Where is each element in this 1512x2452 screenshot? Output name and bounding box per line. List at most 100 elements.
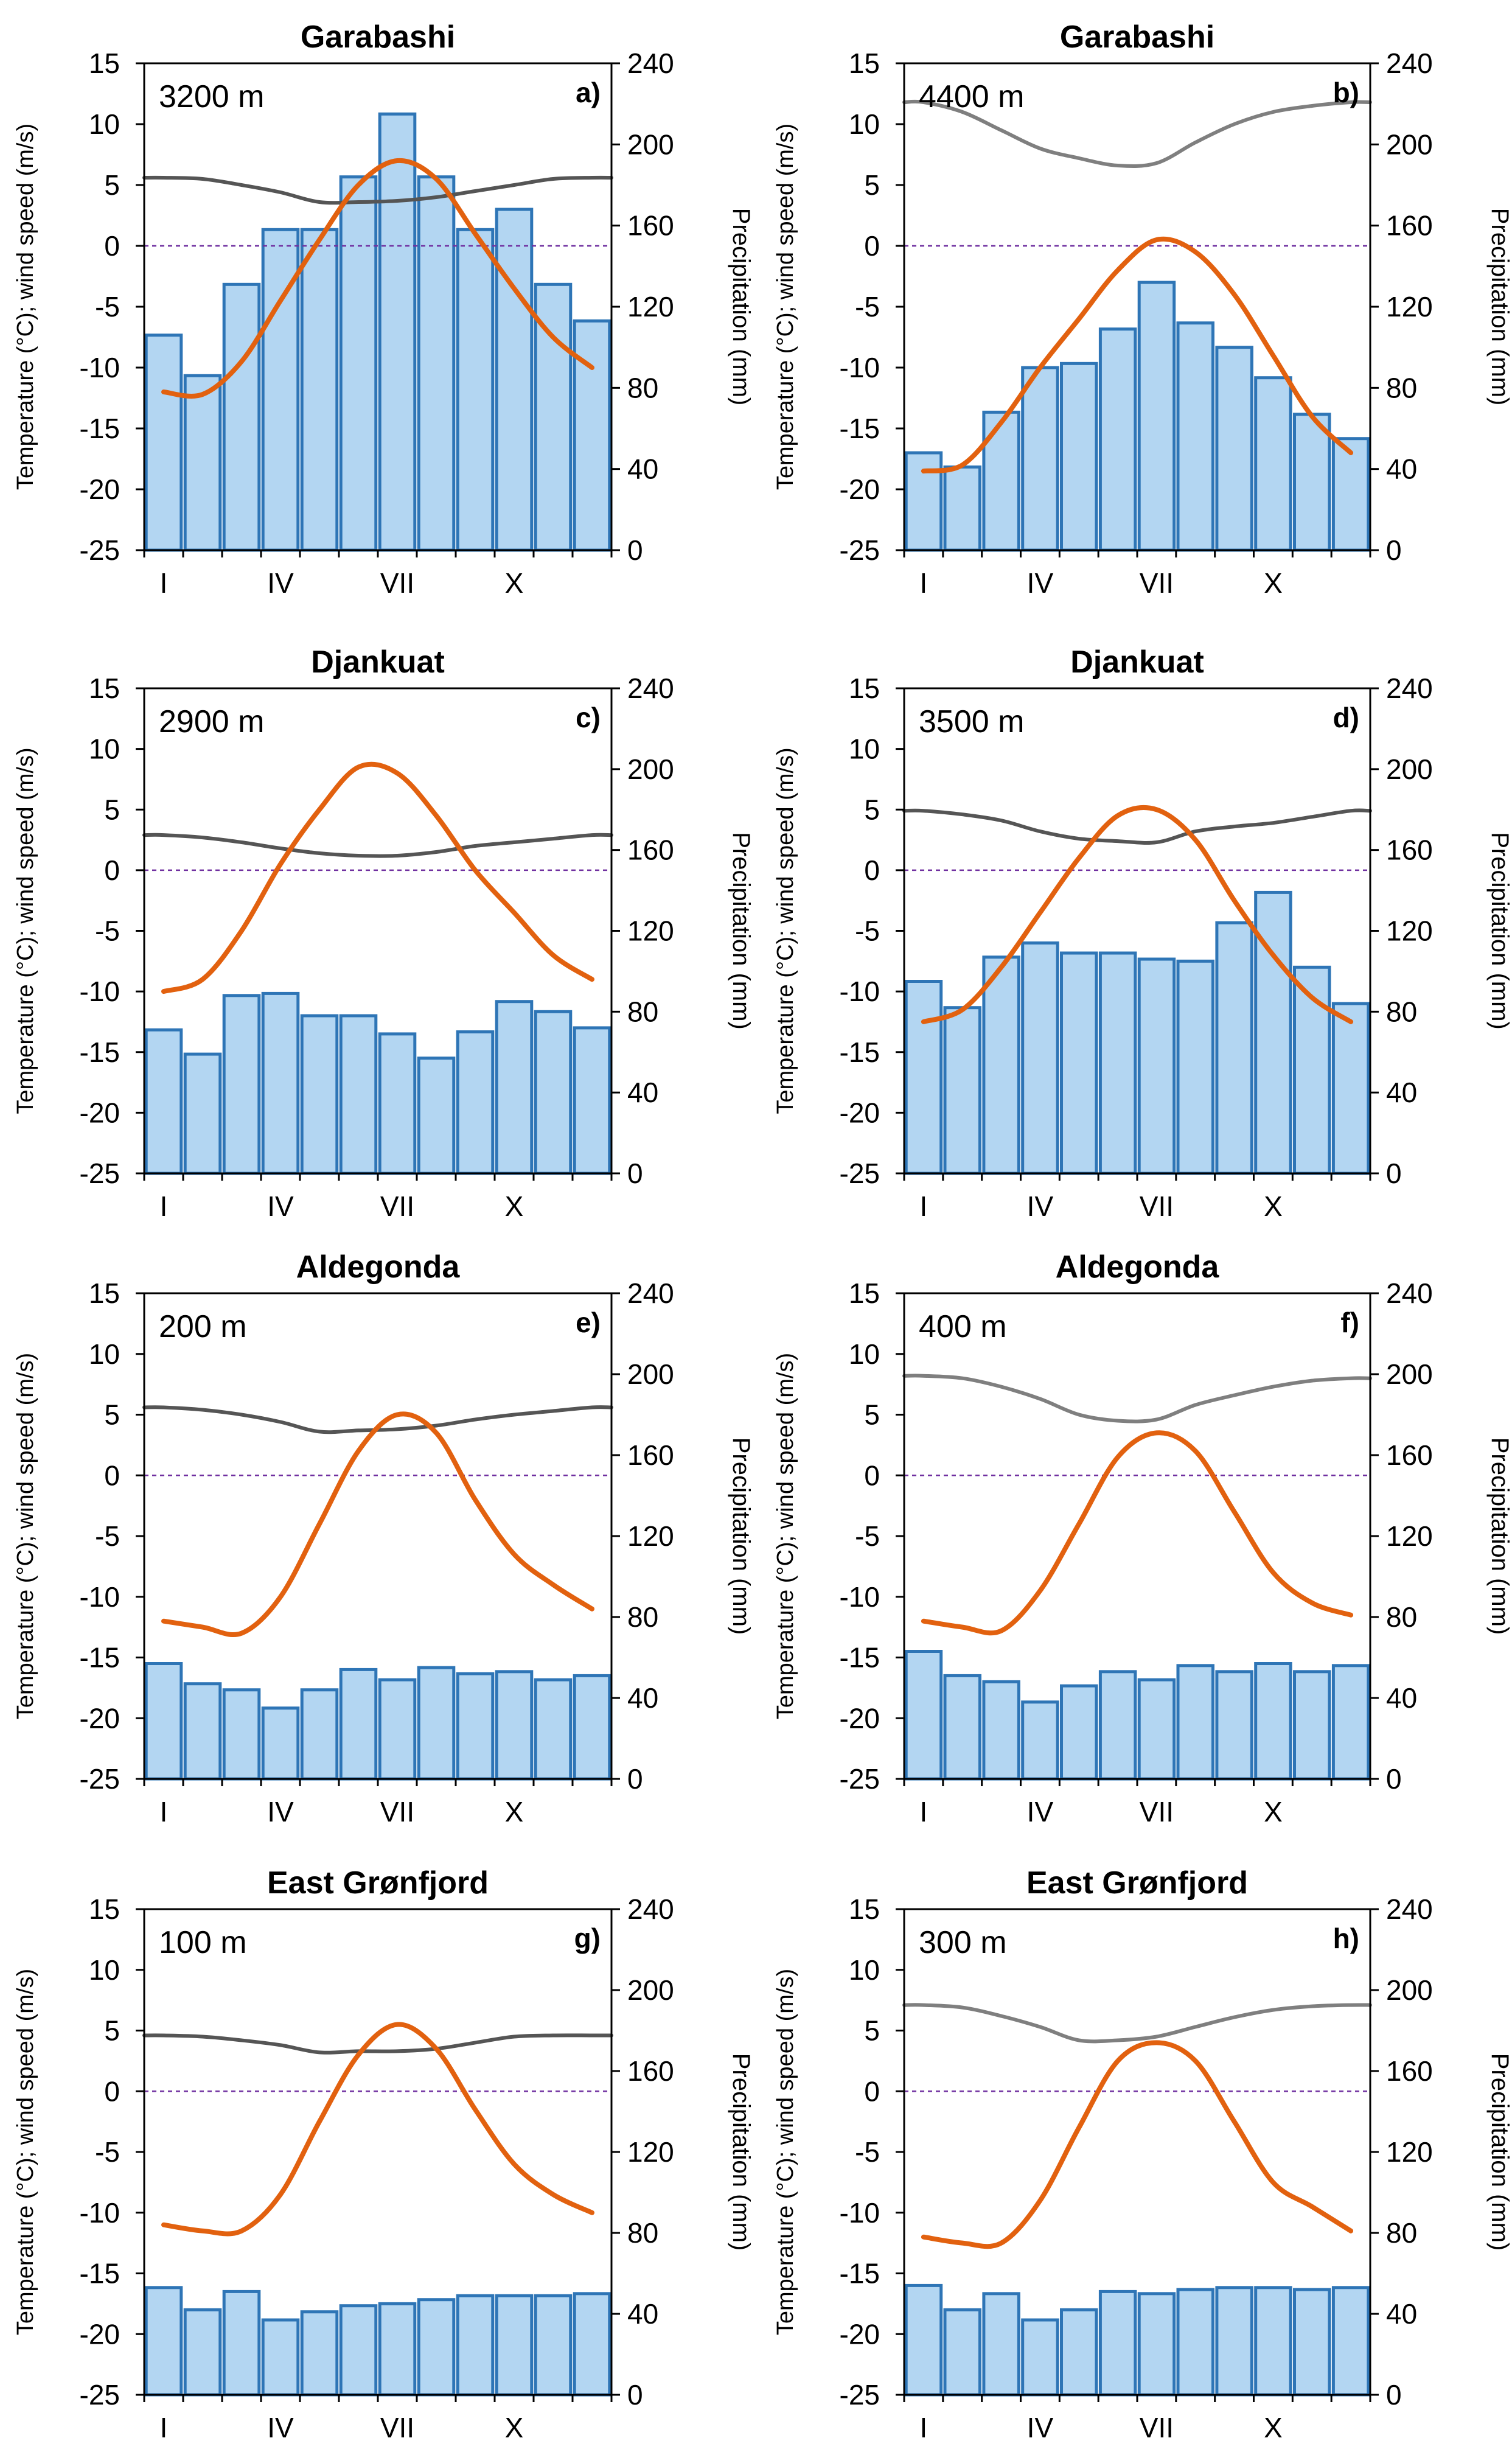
precip-bar	[222, 2290, 261, 2397]
precip-bar	[534, 1010, 573, 1175]
right-tick-label: 160	[1386, 2055, 1433, 2087]
right-tick-label: 120	[1386, 291, 1433, 323]
left-tick-label: -5	[855, 1520, 880, 1552]
left-tick-label: 15	[89, 1893, 120, 1925]
right-tick-label: 240	[1386, 672, 1433, 704]
left-tick-label: -10	[80, 976, 120, 1007]
right-tick-label: 40	[627, 453, 658, 485]
left-tick-label: -15	[840, 413, 880, 444]
precip-bar	[943, 465, 981, 552]
precip-bar	[144, 2286, 183, 2397]
right-tick-label: 80	[627, 996, 658, 1027]
left-tick-label: -10	[80, 2197, 120, 2229]
right-tick-label: 240	[1386, 47, 1433, 79]
right-tick-label: 80	[627, 372, 658, 403]
right-tick-label: 40	[627, 1077, 658, 1108]
precip-bar	[300, 228, 339, 552]
precip-bar	[1176, 2288, 1214, 2397]
precip-bar	[339, 1014, 378, 1175]
left-tick-label: -20	[840, 473, 880, 505]
right-tick-label: 160	[627, 834, 674, 866]
right-tick-label: 200	[627, 753, 674, 785]
elevation-label: 300 m	[919, 1925, 1007, 1960]
month-label: I	[160, 1796, 168, 1828]
right-axis-title: Precipitation (mm)	[728, 208, 754, 406]
precip-bar	[982, 1680, 1020, 1781]
precip-bar	[904, 1650, 943, 1781]
left-axis-title: Temperature (°C); wind speed (m/s)	[13, 1353, 38, 1719]
right-tick-label: 120	[627, 291, 674, 323]
precip-bar	[573, 1026, 611, 1175]
left-tick-label: -15	[80, 413, 120, 444]
left-axis-title: Temperature (°C); wind speed (m/s)	[13, 747, 38, 1114]
precip-bar	[982, 410, 1020, 552]
month-label: X	[1264, 567, 1283, 599]
precip-bar	[1098, 2290, 1137, 2397]
wind-speed-line	[902, 99, 1372, 168]
temperature-line	[921, 1430, 1354, 1636]
left-tick-label: -5	[855, 915, 880, 947]
right-tick-label: 160	[1386, 1439, 1433, 1471]
panel-letter: g)	[574, 1923, 601, 1954]
precip-bar	[183, 1682, 222, 1781]
left-tick-label: 5	[104, 1399, 120, 1431]
right-tick-label: 0	[1386, 1763, 1402, 1795]
month-label: IV	[267, 1190, 294, 1222]
panel-letter: h)	[1333, 1923, 1359, 1954]
chart-panel-c: 15 10 5 0 -5 -10 -15 -20 -25 240 200 160 120 80 40 0 I IV…	[13, 644, 754, 1222]
right-tick-label: 240	[627, 1277, 674, 1309]
month-label: VII	[380, 1190, 414, 1222]
precip-bar	[1098, 1670, 1137, 1781]
precip-bar	[456, 228, 495, 552]
right-tick-label: 240	[627, 672, 674, 704]
precip-bar	[1021, 941, 1059, 1175]
precip-bar	[378, 1032, 417, 1175]
left-tick-label: 10	[849, 1954, 880, 1986]
panel-letter: d)	[1333, 702, 1359, 733]
right-tick-label: 80	[1386, 1601, 1417, 1633]
left-tick-label: 5	[864, 169, 880, 201]
right-tick-label: 160	[1386, 834, 1433, 866]
precip-bar	[417, 2298, 456, 2397]
elevation-label: 400 m	[919, 1309, 1007, 1344]
left-tick-label: 10	[849, 733, 880, 765]
precip-bar	[1137, 957, 1176, 1175]
left-tick-label: 10	[89, 733, 120, 765]
month-label: IV	[1027, 1190, 1054, 1222]
left-tick-label: 5	[864, 2015, 880, 2047]
left-tick-label: -25	[80, 534, 120, 566]
precip-bar	[1293, 1670, 1331, 1781]
precip-bar	[1021, 1700, 1059, 1781]
month-label: I	[920, 1796, 928, 1828]
precip-bar	[982, 955, 1020, 1175]
month-label: VII	[1140, 2412, 1174, 2443]
temperature-line	[161, 1411, 594, 1638]
precip-bar	[573, 2292, 611, 2397]
precip-bar	[1254, 890, 1292, 1175]
panel-title: East Grønfjord	[1026, 1865, 1248, 1901]
month-label: IV	[1027, 567, 1054, 599]
left-tick-label: -25	[840, 1158, 880, 1189]
right-tick-label: 40	[627, 1682, 658, 1714]
precip-bar	[495, 2294, 534, 2397]
right-axis-title: Precipitation (mm)	[728, 832, 754, 1030]
left-tick-label: -25	[840, 1763, 880, 1795]
precip-bar	[495, 1000, 534, 1175]
precip-bar	[417, 1057, 456, 1175]
precip-bar	[534, 1678, 573, 1781]
left-tick-label: 15	[849, 1277, 880, 1309]
left-tick-label: -15	[80, 1642, 120, 1674]
right-axis-title: Precipitation (mm)	[728, 1437, 754, 1635]
left-tick-label: 10	[89, 1954, 120, 1986]
right-tick-label: 120	[1386, 1520, 1433, 1552]
precip-bar	[1176, 959, 1214, 1175]
plot-area	[143, 687, 613, 1175]
month-label: VII	[380, 567, 414, 599]
right-tick-label: 200	[1386, 128, 1433, 160]
right-tick-label: 0	[627, 2379, 643, 2411]
precip-bar	[1215, 921, 1253, 1175]
left-tick-label: 15	[89, 47, 120, 79]
left-tick-label: -5	[95, 1520, 120, 1552]
precip-bar	[339, 175, 378, 552]
left-tick-label: 15	[849, 1893, 880, 1925]
